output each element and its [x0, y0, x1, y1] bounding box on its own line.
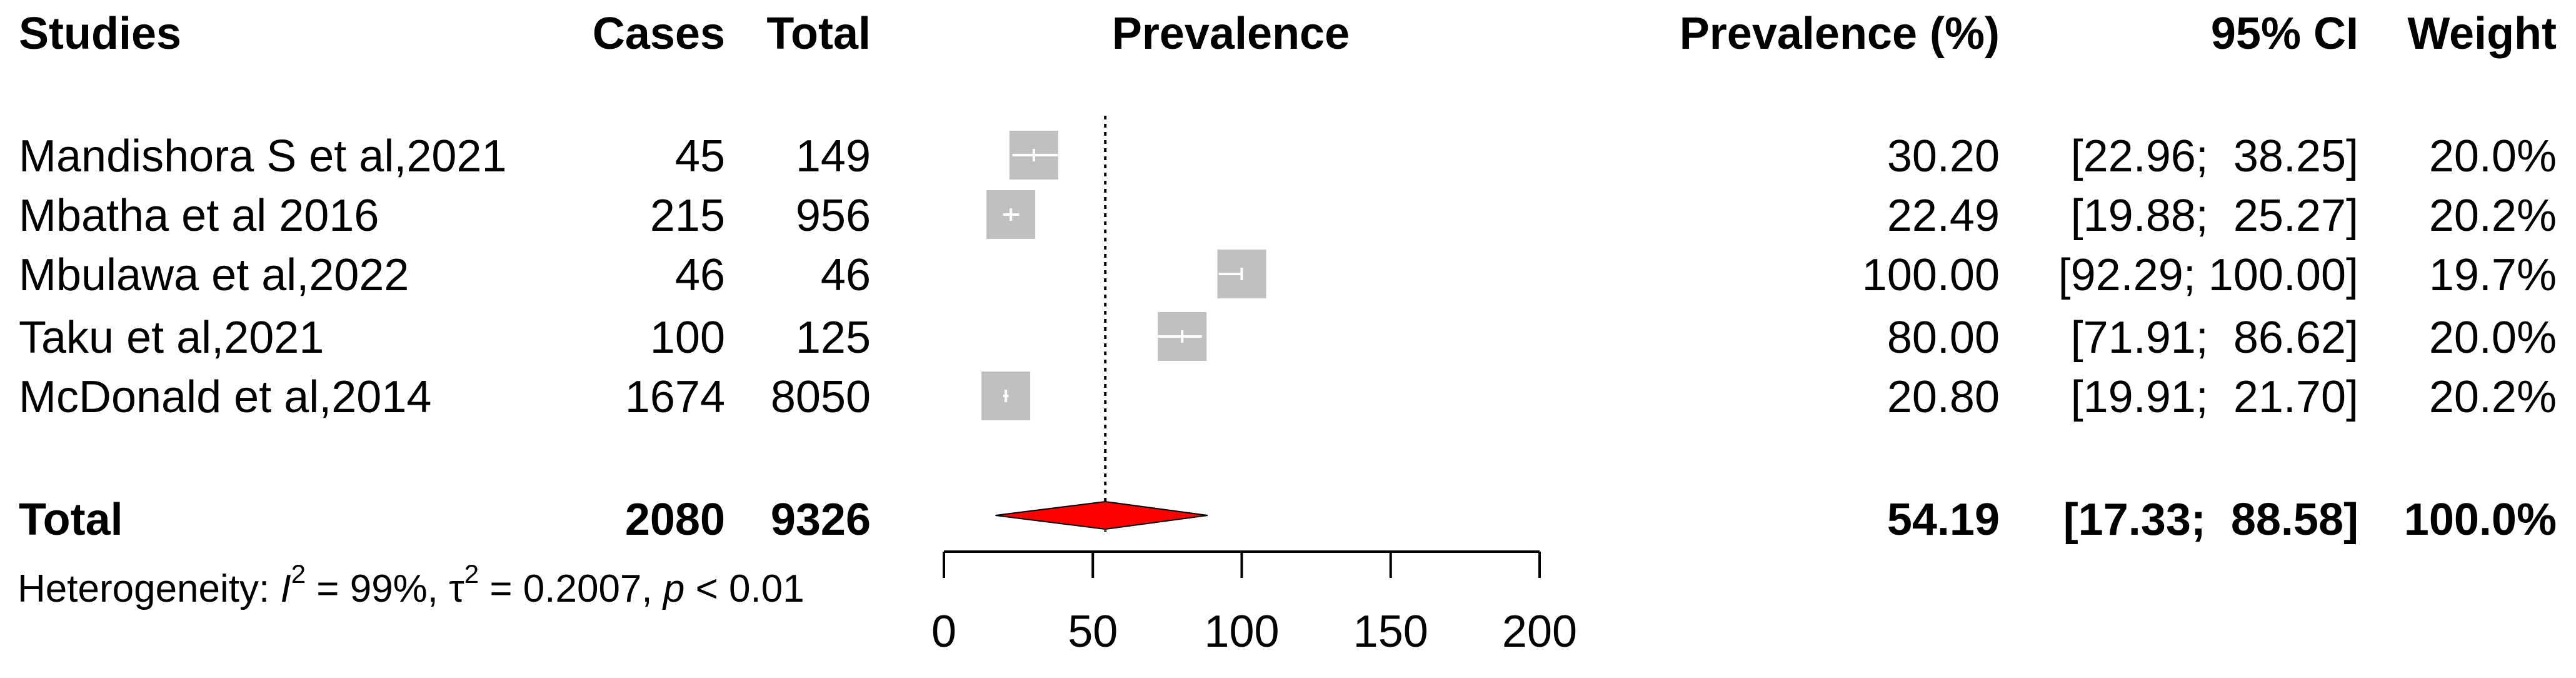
total-label: Total [19, 495, 123, 545]
het-tau2-exponent: 2 [464, 559, 479, 589]
study-row: McDonald et al,2014 1674 8050 20.80 [19.… [19, 372, 2557, 422]
study-cases: 45 [675, 131, 725, 181]
het-i2-value: = 99%, [306, 567, 449, 610]
total-cases: 2080 [625, 495, 725, 545]
study-total: 46 [821, 250, 871, 300]
header-total: Total [766, 9, 871, 59]
study-estimate: 20.80 [1887, 372, 2000, 422]
study-name: Mbulawa et al,2022 [19, 250, 409, 300]
plot-area: 0 50 100 150 200 [931, 116, 1577, 657]
study-weight: 20.0% [2429, 131, 2557, 181]
study-name: Taku et al,2021 [19, 313, 324, 363]
study-ci: [22.96; 38.25] [2071, 131, 2358, 181]
study-total: 149 [796, 131, 871, 181]
header-95-ci: 95% CI [2211, 9, 2358, 59]
study-total: 125 [796, 313, 871, 363]
study-ci: [92.29; 100.00] [2058, 250, 2358, 300]
study-estimate: 30.20 [1887, 131, 2000, 181]
study-row: Taku et al,2021 100 125 80.00 [71.91; 86… [19, 313, 2557, 363]
study-weight: 20.2% [2429, 191, 2557, 241]
heterogeneity-text: Heterogeneity: I2 = 99%, τ2 = 0.2007, p … [18, 559, 804, 610]
study-cases: 46 [675, 250, 725, 300]
study-total: 956 [796, 191, 871, 241]
study-ci: [19.91; 21.70] [2071, 372, 2358, 422]
study-row: Mbatha et al 2016 215 956 22.49 [19.88; … [19, 191, 2557, 241]
study-name: Mbatha et al 2016 [19, 191, 379, 241]
study-cases: 100 [650, 313, 725, 363]
x-tick-label: 150 [1353, 607, 1428, 657]
total-row: Total 2080 9326 54.19 [17.33; 88.58] 100… [19, 495, 2557, 545]
study-estimate: 80.00 [1887, 313, 2000, 363]
het-tau2-symbol: τ [449, 567, 464, 610]
study-cases: 1674 [625, 372, 725, 422]
header-studies: Studies [19, 9, 181, 59]
study-cases: 215 [650, 191, 725, 241]
study-total: 8050 [771, 372, 871, 422]
het-i2-exponent: 2 [291, 559, 306, 589]
study-name: Mandishora S et al,2021 [19, 131, 507, 181]
study-weight: 20.0% [2429, 313, 2557, 363]
study-estimate: 100.00 [1862, 250, 2000, 300]
het-p-value: < 0.01 [684, 567, 804, 610]
het-p-symbol: p [662, 567, 684, 610]
het-prefix: Heterogeneity: [18, 567, 280, 610]
study-row: Mandishora S et al,2021 45 149 30.20 [22… [19, 131, 2557, 181]
overall-diamond [995, 500, 1208, 530]
header-prevalence-percent: Prevalence (%) [1680, 9, 2000, 59]
total-weight: 100.0% [2404, 495, 2557, 545]
header-weight: Weight [2407, 9, 2557, 59]
het-tau2-value: = 0.2007, [479, 567, 663, 610]
het-i2-symbol: I [280, 567, 291, 610]
header-prevalence: Prevalence [1112, 9, 1350, 59]
x-tick-label: 100 [1204, 607, 1279, 657]
x-tick-label: 200 [1502, 607, 1577, 657]
study-weight: 20.2% [2429, 372, 2557, 422]
study-weight: 19.7% [2429, 250, 2557, 300]
study-name: McDonald et al,2014 [19, 372, 431, 422]
study-row: Mbulawa et al,2022 46 46 100.00 [92.29; … [19, 250, 2557, 300]
header-cases: Cases [593, 9, 725, 59]
study-estimate: 22.49 [1887, 191, 2000, 241]
total-estimate: 54.19 [1887, 495, 2000, 545]
x-tick-label: 0 [931, 607, 956, 657]
study-ci: [19.88; 25.27] [2071, 191, 2358, 241]
total-total: 9326 [771, 495, 871, 545]
total-ci: [17.33; 88.58] [2063, 495, 2358, 545]
x-tick-label: 50 [1068, 607, 1118, 657]
study-ci: [71.91; 86.62] [2071, 313, 2358, 363]
